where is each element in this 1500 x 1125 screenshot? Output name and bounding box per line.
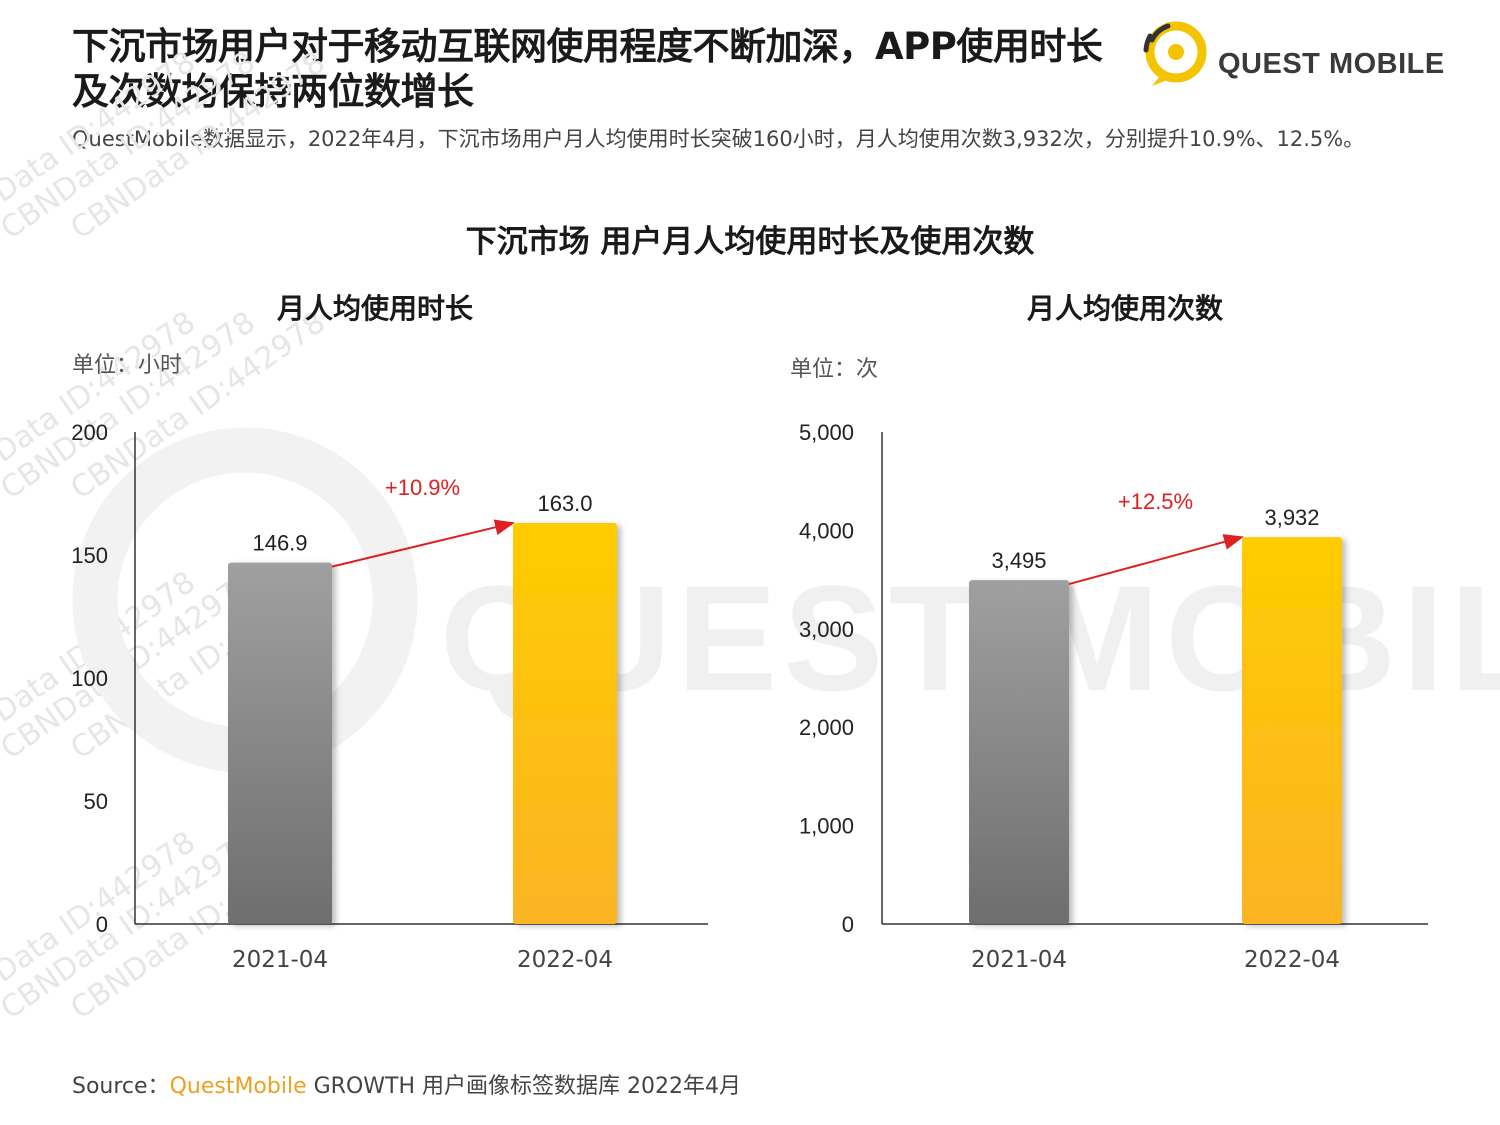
growth-arrow xyxy=(1068,534,1244,586)
questmobile-logo-icon xyxy=(1143,21,1207,86)
chart-title: 月人均使用时长 xyxy=(276,292,473,325)
chart-title: 月人均使用次数 xyxy=(1026,292,1224,325)
source-rest: GROWTH 用户画像标签数据库 2022年4月 xyxy=(306,1074,741,1099)
category-label: 2022-04 xyxy=(517,947,613,973)
source-label: Source： xyxy=(72,1074,170,1099)
y-tick-label: 50 xyxy=(84,789,108,814)
category-label: 2021-04 xyxy=(232,947,328,973)
y-tick-label: 4,000 xyxy=(799,518,854,543)
y-tick-label: 0 xyxy=(842,912,854,937)
growth-label: +10.9% xyxy=(385,475,460,500)
chart-main-title: 下沉市场 用户月人均使用时长及使用次数 xyxy=(465,224,1035,260)
y-tick-label: 1,000 xyxy=(799,814,854,839)
data-label: 3,932 xyxy=(1264,505,1319,530)
growth-arrow xyxy=(331,519,515,568)
bar-2022-04 xyxy=(1242,537,1342,924)
y-tick-label: 3,000 xyxy=(799,617,854,642)
source-brand: QuestMobile xyxy=(169,1074,307,1099)
data-label: 146.9 xyxy=(252,531,307,556)
category-label: 2021-04 xyxy=(971,947,1067,973)
data-label: 163.0 xyxy=(537,491,592,516)
y-tick-label: 150 xyxy=(71,543,108,568)
unit-label: 单位：次 xyxy=(790,357,878,382)
data-label: 3,495 xyxy=(991,548,1046,573)
bar-2021-04 xyxy=(969,580,1069,924)
category-label: 2022-04 xyxy=(1244,947,1340,973)
y-tick-label: 2,000 xyxy=(799,715,854,740)
bar-2021-04 xyxy=(228,562,332,924)
y-tick-label: 100 xyxy=(71,666,108,691)
y-tick-label: 0 xyxy=(96,912,108,937)
y-tick-label: 5,000 xyxy=(799,420,854,445)
page-title: 下沉市场用户对于移动互联网使用程度不断加深，APP使用时长及次数均保持两位数增长 xyxy=(72,25,1103,113)
unit-label: 单位：小时 xyxy=(72,353,182,378)
page-subtitle: QuestMobile数据显示，2022年4月，下沉市场用户月人均使用时长突破1… xyxy=(72,127,1365,151)
y-tick-label: 200 xyxy=(71,420,108,445)
growth-label: +12.5% xyxy=(1118,489,1193,514)
logo-text: QUEST MOBILE xyxy=(1218,48,1445,80)
bar-2022-04 xyxy=(513,523,617,924)
source-line: Source：QuestMobile GROWTH 用户画像标签数据库 2022… xyxy=(72,1068,741,1100)
